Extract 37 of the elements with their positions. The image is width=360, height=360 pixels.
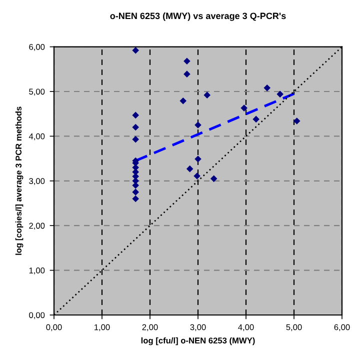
point — [186, 165, 194, 172]
point — [132, 46, 139, 54]
point — [264, 84, 271, 92]
point — [252, 116, 260, 123]
x-axis-title: log [cfu/l] o-NEN 6253 (MWY) — [141, 337, 255, 346]
point — [194, 156, 202, 162]
y-tick-label: 6,00 — [29, 44, 45, 51]
x-tick-label: 1,00 — [94, 324, 110, 332]
point — [132, 188, 139, 196]
y-axis-title: log [copies/l] average 3 PCR methods — [15, 106, 24, 255]
x-tick-label: 3,00 — [190, 324, 206, 332]
point — [276, 90, 284, 98]
point — [180, 97, 187, 104]
point — [132, 112, 139, 119]
x-tick-label: 6,00 — [334, 324, 350, 332]
point — [132, 124, 139, 131]
point — [240, 104, 248, 112]
point — [204, 92, 211, 98]
point — [184, 58, 190, 65]
chart-title: o-NEN 6253 (MWY) vs average 3 Q-PCR's — [110, 12, 286, 21]
point — [184, 70, 190, 78]
x-tick-label: 2,00 — [142, 324, 158, 332]
y-tick-label: 4,00 — [28, 133, 45, 140]
point — [293, 118, 300, 124]
y-tick-label: 2,00 — [29, 222, 45, 230]
point — [132, 136, 139, 143]
y-tick-label: 1,00 — [29, 268, 45, 274]
x-tick-label: 4,00 — [238, 324, 254, 332]
x-tick-label: 0,00 — [46, 324, 62, 332]
y-tick-label: 5,00 — [29, 88, 45, 96]
point — [194, 172, 200, 180]
point — [210, 175, 218, 182]
point — [194, 122, 202, 128]
point — [132, 195, 139, 202]
y-tick-label: 3,00 — [29, 178, 45, 185]
y-tick-label: 0,00 — [29, 312, 45, 320]
x-tick-label: 5,00 — [286, 324, 302, 332]
